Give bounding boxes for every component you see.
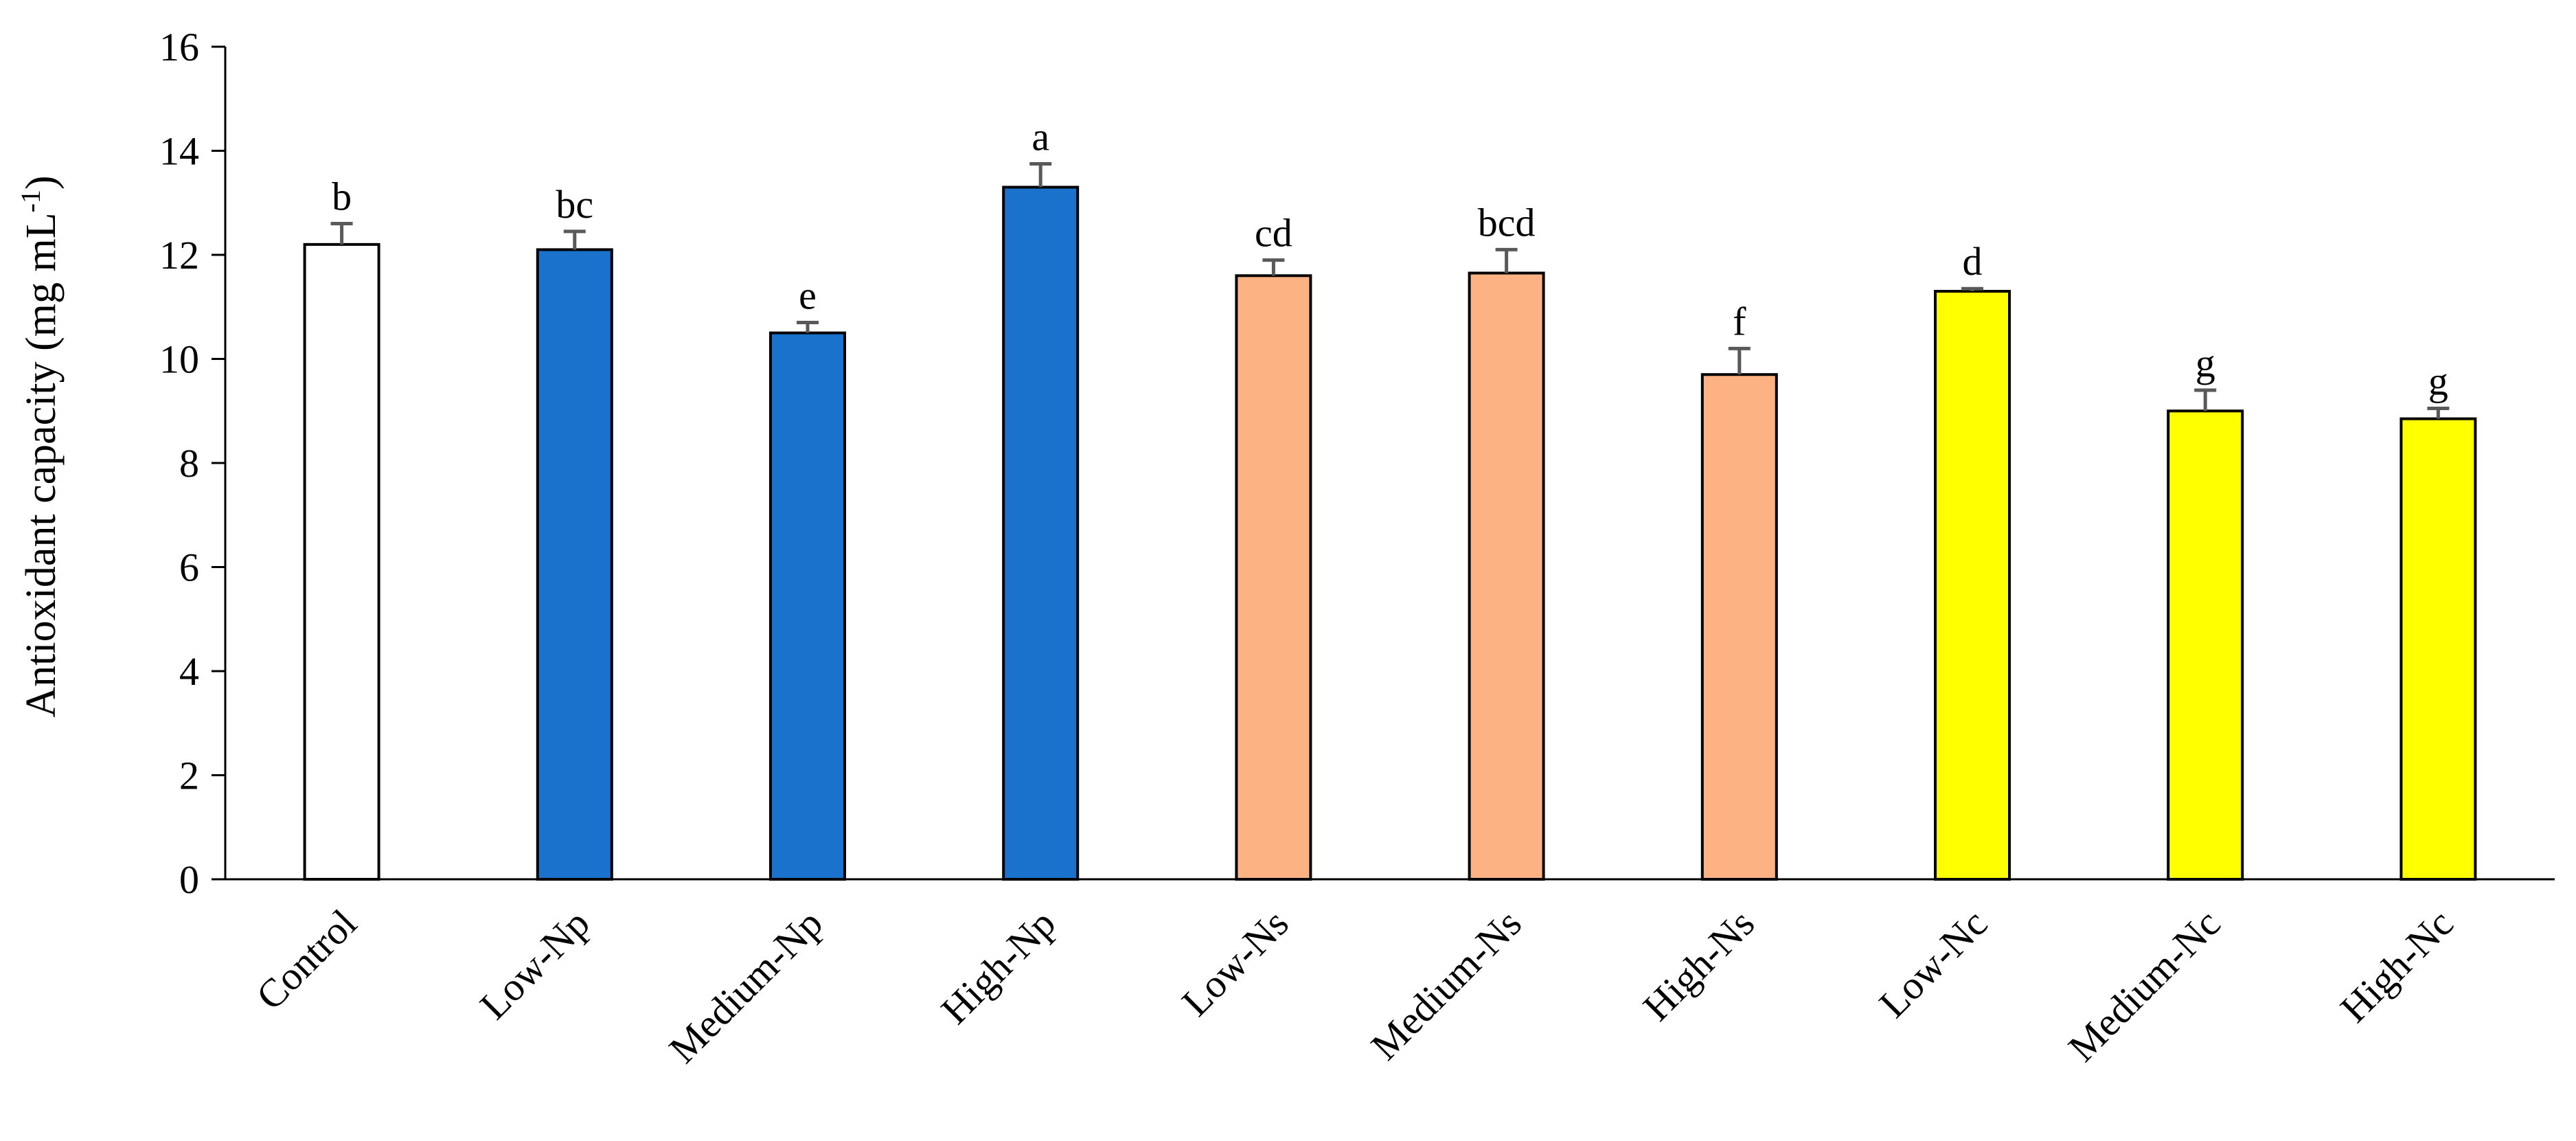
significance-label: d [1963, 239, 1983, 284]
y-tick-label: 8 [179, 441, 199, 486]
bar [2167, 409, 2244, 881]
category-label: Low-Nc [1871, 901, 1996, 1026]
y-axis-title-main: Antioxidant capacity (mg mL [18, 212, 65, 717]
bar [1934, 290, 2011, 881]
y-tick-label: 12 [159, 233, 199, 278]
significance-label: g [2196, 341, 2215, 385]
category-label: High-Ns [1634, 901, 1763, 1029]
y-axis-ticks: 0 2 4 6 8 10 12 14 16 [159, 25, 225, 902]
category-label: Control [248, 901, 365, 1018]
significance-label: g [2428, 359, 2448, 403]
significance-label: e [799, 273, 817, 317]
category-label: Medium-Np [660, 901, 831, 1072]
bar [1002, 185, 1080, 881]
bar [2400, 417, 2477, 881]
significance-label: b [332, 174, 352, 219]
y-tick-label: 2 [179, 754, 199, 798]
significance-label: f [1733, 299, 1746, 343]
category-label: Medium-Nc [2060, 901, 2229, 1070]
y-tick-label: 14 [159, 129, 199, 174]
bar [1468, 271, 1545, 881]
error-bars [330, 161, 2450, 419]
bar [1700, 373, 1778, 881]
significance-label: cd [1255, 211, 1292, 256]
axes [224, 47, 2555, 881]
y-tick-label: 0 [179, 857, 199, 902]
category-label: Medium-Ns [1363, 901, 1530, 1068]
y-tick-label: 6 [179, 545, 199, 590]
y-axis-title-superscript: -1 [15, 190, 46, 212]
category-label: High-Np [933, 901, 1064, 1032]
category-labels: Control Low-Np Medium-Np High-Np Low-Ns Mediu… [248, 901, 2462, 1072]
significance-labels: b bc e a cd bcd f d g g [332, 114, 2448, 403]
bars [303, 185, 2477, 881]
significance-label: a [1031, 114, 1049, 159]
category-label: High-Nc [2332, 901, 2461, 1030]
y-tick-label: 10 [159, 337, 199, 382]
category-label: Low-Ns [1173, 901, 1297, 1024]
significance-label: bcd [1478, 200, 1536, 245]
y-axis-title-group: Antioxidant capacity (mg mL-1) [15, 175, 65, 717]
bar [536, 248, 613, 881]
y-axis-title-close: ) [18, 175, 65, 190]
y-tick-label: 4 [179, 649, 199, 694]
bar [303, 242, 380, 881]
bar [1235, 274, 1312, 881]
bar [769, 331, 846, 881]
significance-label: bc [556, 182, 593, 227]
y-axis-title: Antioxidant capacity (mg mL-1) [15, 175, 65, 717]
category-label: Low-Np [471, 901, 598, 1028]
y-tick-label: 16 [159, 25, 199, 69]
